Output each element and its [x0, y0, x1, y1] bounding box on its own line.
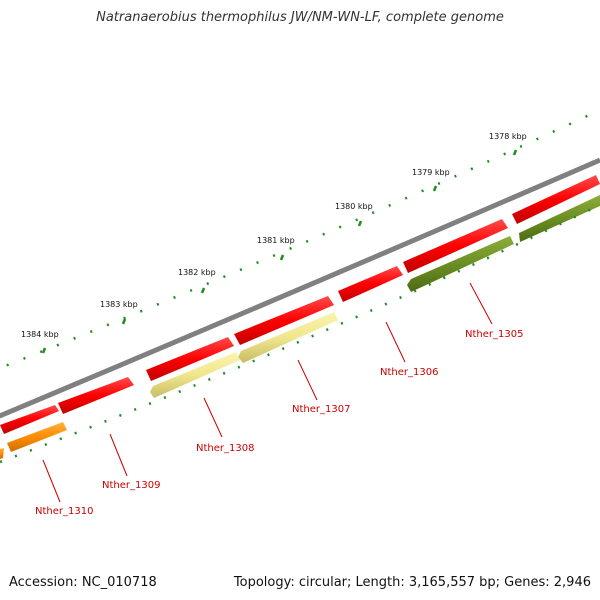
tick-label-1384: 1384 kbp [21, 330, 59, 339]
cds-feature[interactable] [146, 337, 234, 381]
callout-lines [42, 282, 493, 503]
gene-label-nther-1306[interactable]: Nther_1306 [380, 367, 438, 378]
gene-label-nther-1308[interactable]: Nther_1308 [196, 443, 254, 454]
cds-feature[interactable] [338, 266, 403, 302]
tick-label-1380: 1380 kbp [335, 202, 373, 211]
tick-label-1381: 1381 kbp [257, 236, 295, 245]
cds-feature[interactable] [234, 296, 334, 345]
gene-nther-1305-feature[interactable] [407, 236, 514, 292]
gene-label-nther-1305[interactable]: Nther_1305 [465, 329, 523, 340]
accession-text: Accession: NC_010718 [9, 575, 157, 590]
cds-feature[interactable] [58, 377, 134, 414]
map-title: Natranaerobius thermophilus JW/NM-WN-LF,… [96, 10, 504, 25]
gene-label-nther-1309[interactable]: Nther_1309 [102, 480, 160, 491]
forward-strand-features[interactable] [0, 175, 600, 434]
genome-backbone [0, 157, 600, 419]
tick-label-1383: 1383 kbp [100, 300, 138, 309]
gene-label-nther-1310[interactable]: Nther_1310 [35, 506, 93, 517]
tick-label-1382: 1382 kbp [178, 268, 216, 277]
gene-olive-feature[interactable] [519, 195, 600, 242]
cds-feature[interactable] [403, 219, 508, 273]
cds-feature[interactable] [512, 175, 600, 224]
genome-summary-text: Topology: circular; Length: 3,165,557 bp… [233, 575, 591, 590]
inner-dotted-ring [0, 203, 600, 464]
gene-nther-1308-feature[interactable] [150, 352, 240, 398]
gene-nther-1310-feature[interactable] [7, 422, 67, 452]
tick-label-1378: 1378 kbp [489, 132, 527, 141]
gene-nther-1307-feature[interactable] [238, 312, 338, 363]
cds-feature[interactable] [0, 405, 59, 434]
tick-label-1379: 1379 kbp [412, 168, 450, 177]
reverse-strand-features[interactable] [0, 195, 600, 459]
partial-orange-feature[interactable] [0, 448, 4, 459]
ruler-major-ticks [41, 149, 518, 354]
gene-label-nther-1307[interactable]: Nther_1307 [292, 404, 350, 415]
